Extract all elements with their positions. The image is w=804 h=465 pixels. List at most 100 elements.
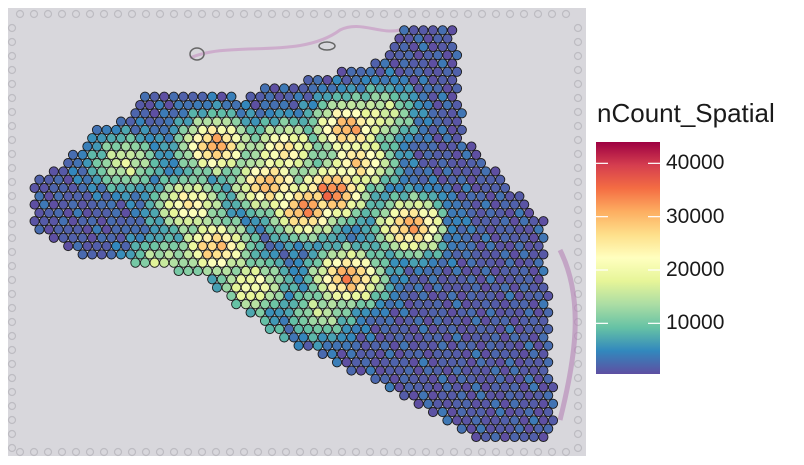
spot: [461, 332, 472, 343]
spot: [221, 99, 232, 111]
fiducial-dot: [561, 447, 571, 457]
fiducial-dot: [7, 247, 17, 257]
spot: [327, 116, 338, 127]
spot: [523, 340, 535, 351]
spot: [303, 307, 314, 318]
spot: [509, 299, 520, 310]
spot: [485, 191, 496, 202]
spot: [375, 299, 386, 310]
spot: [111, 124, 122, 135]
spot: [101, 191, 112, 202]
fiducial-dot: [211, 9, 221, 19]
spot: [538, 299, 549, 310]
spot: [322, 340, 333, 351]
spot: [413, 182, 424, 194]
spot: [331, 324, 343, 335]
spot: [394, 133, 405, 144]
spot: [91, 141, 103, 152]
spot: [399, 274, 410, 285]
spot: [207, 141, 218, 152]
spot: [274, 108, 285, 119]
spot: [389, 91, 400, 102]
spot: [466, 407, 477, 418]
spot: [379, 91, 391, 102]
spot: [437, 307, 448, 318]
spot: [197, 108, 208, 119]
spot: [154, 249, 165, 260]
spot: [442, 33, 453, 44]
spot: [331, 91, 343, 102]
spot: [288, 182, 299, 194]
spot: [317, 83, 328, 94]
spot: [514, 423, 525, 434]
spot: [259, 199, 271, 210]
fiducial-dot: [253, 447, 263, 457]
spot: [82, 174, 93, 185]
spot: [187, 191, 199, 202]
spot: [274, 307, 285, 318]
spot: [168, 207, 179, 218]
fiducial-dot: [7, 177, 17, 187]
spot: [144, 149, 155, 160]
spot: [456, 124, 467, 135]
spot: [312, 191, 323, 202]
artifact-circle: [189, 47, 205, 61]
spot: [307, 83, 319, 94]
spot: [317, 232, 328, 243]
spot: [72, 224, 83, 235]
spot: [423, 232, 434, 243]
fiducial-dot: [7, 205, 17, 215]
spot: [442, 415, 453, 426]
fiducial-dot: [477, 447, 487, 457]
spot: [327, 99, 338, 111]
spot: [427, 75, 439, 86]
spot: [139, 257, 151, 268]
spot: [264, 224, 275, 235]
spot: [418, 207, 429, 218]
spot: [216, 174, 227, 185]
fiducial-dot: [351, 9, 361, 19]
fiducial-dot: [7, 331, 17, 341]
spot: [245, 174, 256, 185]
spot: [461, 265, 472, 277]
spot: [447, 174, 458, 185]
spot: [504, 340, 515, 351]
spot: [480, 315, 491, 326]
spot: [519, 265, 530, 277]
fiducial-dot: [155, 9, 165, 19]
spot: [475, 274, 487, 285]
spot: [456, 373, 467, 384]
spot: [427, 340, 439, 351]
spot: [96, 166, 107, 177]
spot: [547, 398, 559, 409]
spot: [519, 398, 530, 409]
spot: [351, 357, 362, 368]
spot: [202, 149, 213, 160]
spot: [139, 124, 151, 135]
spot: [442, 182, 453, 194]
spot: [303, 191, 314, 202]
spot: [231, 232, 242, 243]
spot: [231, 149, 242, 160]
spot: [221, 166, 232, 177]
spot: [279, 216, 290, 227]
spot: [451, 133, 463, 144]
spot: [375, 332, 386, 343]
fiducial-dot: [7, 65, 17, 75]
spot: [111, 241, 122, 252]
fiducial-dot: [309, 447, 319, 457]
spot: [336, 315, 347, 326]
spot: [384, 365, 395, 376]
spot: [437, 41, 448, 52]
spot: [418, 158, 429, 169]
spot: [216, 124, 227, 135]
spot: [365, 199, 376, 210]
spot: [389, 357, 400, 368]
spot: [504, 423, 515, 434]
spot: [375, 199, 386, 210]
spot: [471, 232, 482, 243]
spot: [485, 290, 496, 301]
spot: [111, 174, 122, 185]
spot: [178, 224, 189, 235]
spot: [293, 307, 304, 318]
